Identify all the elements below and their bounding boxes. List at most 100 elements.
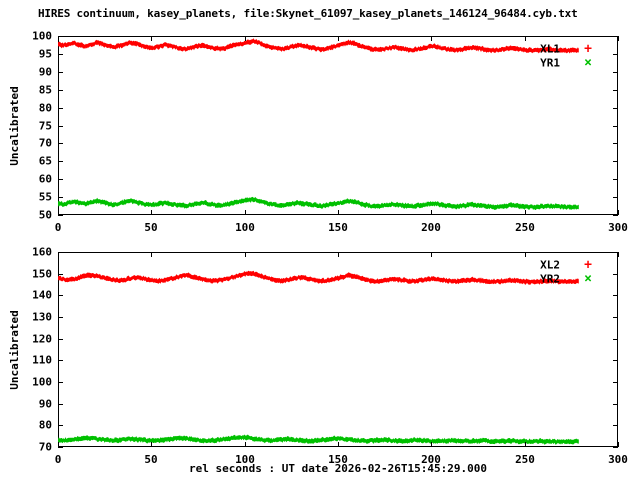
x-tick-top <box>58 210 59 215</box>
x-tick-top <box>151 210 152 215</box>
legend-marker-yr2: × <box>584 271 592 287</box>
y-tick-label-bottom: 70 <box>38 440 52 454</box>
x-tick-top <box>431 210 432 215</box>
series-YR2 <box>58 434 579 445</box>
y-tick-label-bottom: 90 <box>38 397 52 411</box>
x-tick-label-top: 0 <box>54 221 62 234</box>
y-tick-right-bottom <box>613 295 618 296</box>
y-tick-label-top: 85 <box>38 83 52 97</box>
x-tick-bottom <box>58 442 59 447</box>
y-tick-label-top: 75 <box>38 119 52 133</box>
x-tick-top <box>245 210 246 215</box>
x-tick-bottom <box>431 442 432 447</box>
y-tick-bottom <box>58 425 63 426</box>
y-tick-top <box>58 215 63 216</box>
y-tick-label-top: 80 <box>38 101 52 115</box>
y-tick-right-top <box>613 179 618 180</box>
y-tick-label-bottom: 150 <box>32 267 52 281</box>
x-tick-label-bottom: 250 <box>515 453 535 466</box>
y-tick-bottom <box>58 274 63 275</box>
legend-marker-yr1: × <box>584 55 592 71</box>
y-tick-right-bottom <box>613 425 618 426</box>
y-tick-top <box>58 36 63 37</box>
y-tick-right-bottom <box>613 339 618 340</box>
x-tick-bottom <box>525 442 526 447</box>
x-tick-top-top <box>431 36 432 41</box>
y-tick-label-bottom: 160 <box>32 245 52 259</box>
x-tick-top-top <box>338 36 339 41</box>
y-tick-right-top <box>613 108 618 109</box>
y-tick-top <box>58 126 63 127</box>
x-tick-bottom <box>151 442 152 447</box>
x-tick-top <box>618 210 619 215</box>
x-tick-top <box>338 210 339 215</box>
y-tick-right-top <box>613 215 618 216</box>
y-tick-bottom <box>58 404 63 405</box>
y-tick-bottom <box>58 317 63 318</box>
legend-label-xl1: XL1 <box>540 42 560 56</box>
y-tick-bottom <box>58 295 63 296</box>
y-tick-top <box>58 161 63 162</box>
y-tick-right-bottom <box>613 317 618 318</box>
legend-label-yr2: YR2 <box>540 272 560 286</box>
page-title: HIRES continuum, kasey_planets, file:Sky… <box>38 7 578 20</box>
plot-frame-top <box>58 36 618 215</box>
y-tick-right-top <box>613 126 618 127</box>
y-tick-label-bottom: 120 <box>32 332 52 346</box>
y-tick-right-top <box>613 72 618 73</box>
y-tick-right-top <box>613 36 618 37</box>
y-tick-top <box>58 54 63 55</box>
y-tick-bottom <box>58 252 63 253</box>
x-tick-top-bottom <box>151 252 152 257</box>
y-tick-right-bottom <box>613 274 618 275</box>
y-tick-bottom <box>58 360 63 361</box>
x-tick-top-top <box>618 36 619 41</box>
x-tick-label-bottom: 150 <box>328 453 348 466</box>
x-tick-top <box>525 210 526 215</box>
series-XL1 <box>58 38 579 54</box>
y-tick-label-top: 55 <box>38 190 52 204</box>
x-tick-top-bottom <box>525 252 526 257</box>
x-tick-label-bottom: 200 <box>421 453 441 466</box>
x-tick-top-bottom <box>431 252 432 257</box>
x-tick-top-top <box>151 36 152 41</box>
y-tick-label-top: 50 <box>38 208 52 222</box>
x-tick-top-top <box>525 36 526 41</box>
y-tick-label-bottom: 100 <box>32 375 52 389</box>
x-tick-top-bottom <box>338 252 339 257</box>
legend-label-xl2: XL2 <box>540 258 560 272</box>
x-tick-top-bottom <box>245 252 246 257</box>
legend-label-yr1: YR1 <box>540 56 560 70</box>
y-tick-top <box>58 179 63 180</box>
y-tick-label-bottom: 110 <box>32 353 52 367</box>
y-tick-label-bottom: 80 <box>38 418 52 432</box>
y-tick-label-top: 70 <box>38 136 52 150</box>
y-tick-bottom <box>58 339 63 340</box>
y-tick-right-bottom <box>613 382 618 383</box>
y-tick-right-top <box>613 161 618 162</box>
y-tick-right-top <box>613 197 618 198</box>
y-tick-top <box>58 197 63 198</box>
series-XL2 <box>58 270 579 285</box>
x-tick-top-top <box>245 36 246 41</box>
x-tick-label-top: 100 <box>235 221 255 234</box>
y-tick-right-bottom <box>613 360 618 361</box>
y-tick-bottom <box>58 447 63 448</box>
y-tick-top <box>58 72 63 73</box>
y-tick-right-top <box>613 90 618 91</box>
y-tick-bottom <box>58 382 63 383</box>
x-tick-label-top: 250 <box>515 221 535 234</box>
legend-marker-xl2: + <box>584 257 592 273</box>
y-tick-label-top: 95 <box>38 47 52 61</box>
x-tick-label-top: 50 <box>144 221 158 234</box>
y-tick-right-bottom <box>613 404 618 405</box>
x-tick-top-bottom <box>618 252 619 257</box>
y-tick-label-bottom: 130 <box>32 310 52 324</box>
x-tick-label-bottom: 100 <box>235 453 255 466</box>
y-tick-right-top <box>613 143 618 144</box>
y-tick-label-top: 100 <box>32 29 52 43</box>
x-tick-top-top <box>58 36 59 41</box>
